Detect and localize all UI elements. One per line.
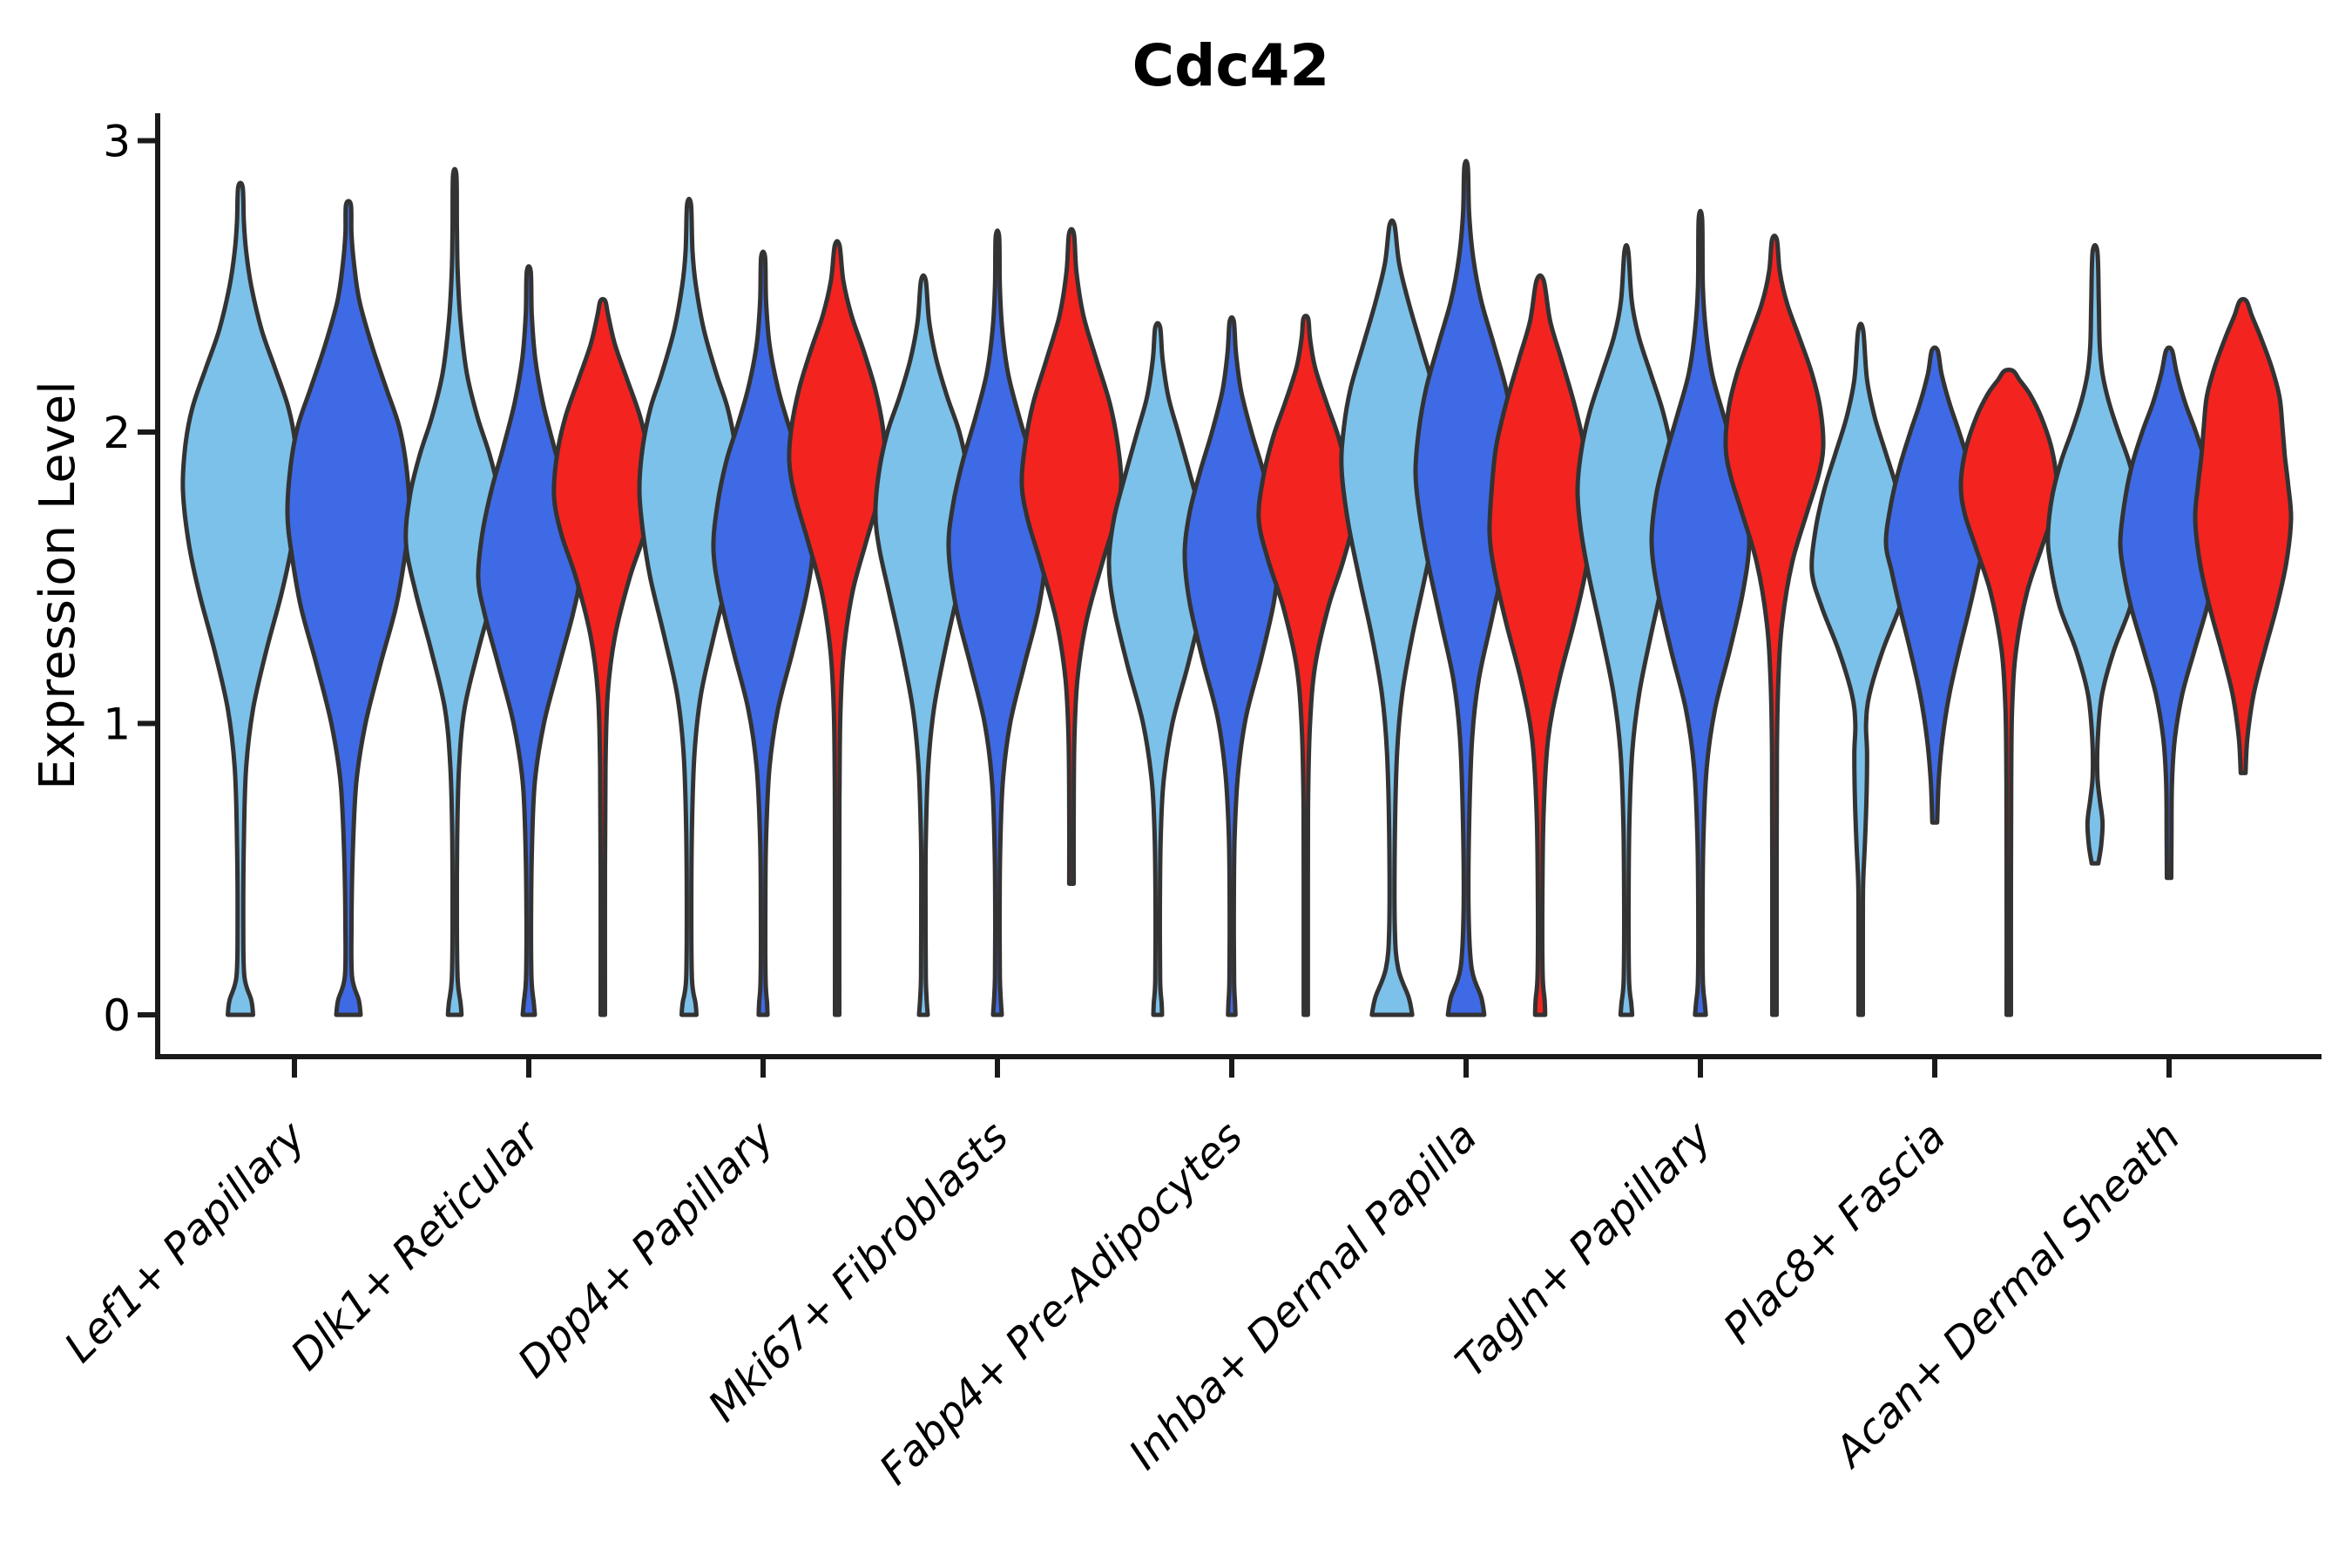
- violin-8-red: [2193, 296, 2294, 775]
- x-tick-label: Lef1+ Papillary: [55, 1112, 315, 1372]
- y-tick-label: 2: [103, 408, 131, 458]
- violin-6-red: [1723, 233, 1826, 1017]
- violin-3-red: [1019, 226, 1124, 886]
- violin-0-royalblue: [285, 199, 412, 1017]
- violin-1-red: [551, 296, 654, 1017]
- x-tick-label: Plac8+ Fascia: [1714, 1112, 1956, 1354]
- violin-5-skyblue: [1339, 218, 1445, 1017]
- violin-3-skyblue: [873, 273, 974, 1017]
- violin-2-royalblue: [711, 249, 815, 1017]
- y-axis-label: Expression Level: [30, 381, 86, 790]
- violins-layer: [180, 159, 2294, 1017]
- violin-7-skyblue: [1809, 321, 1912, 1017]
- violin-6-royalblue: [1649, 208, 1752, 1017]
- y-ticks-layer: 0 1 2 3: [103, 117, 158, 1041]
- y-tick-label: 1: [103, 700, 131, 750]
- violin-7-red: [1958, 368, 2059, 1017]
- violin-7-royalblue: [1883, 345, 1986, 825]
- x-tick-label: Dpp4+ Papillary: [509, 1112, 784, 1387]
- violin-5-royalblue: [1413, 159, 1519, 1017]
- y-tick-label: 3: [103, 117, 131, 167]
- violin-0-skyblue: [180, 180, 301, 1017]
- violin-1-skyblue: [403, 166, 506, 1017]
- violin-3-royalblue: [946, 228, 1049, 1017]
- violin-2-skyblue: [637, 196, 741, 1017]
- violin-2-red: [787, 239, 888, 1017]
- violin-5-red: [1487, 273, 1593, 1017]
- violin-4-red: [1256, 314, 1355, 1017]
- x-tick-label: Tagln+ Papillary: [1446, 1112, 1721, 1387]
- chart-title: Cdc42: [1132, 32, 1330, 99]
- y-tick-label: 0: [103, 990, 131, 1041]
- violin-4-skyblue: [1106, 321, 1209, 1017]
- violin-8-skyblue: [2045, 242, 2145, 866]
- violin-1-royalblue: [476, 264, 582, 1017]
- violin-4-royalblue: [1182, 314, 1281, 1017]
- x-tick-label: Dlk1+ Reticular: [281, 1111, 551, 1381]
- violin-8-royalblue: [2118, 345, 2220, 881]
- violin-6-skyblue: [1575, 242, 1678, 1017]
